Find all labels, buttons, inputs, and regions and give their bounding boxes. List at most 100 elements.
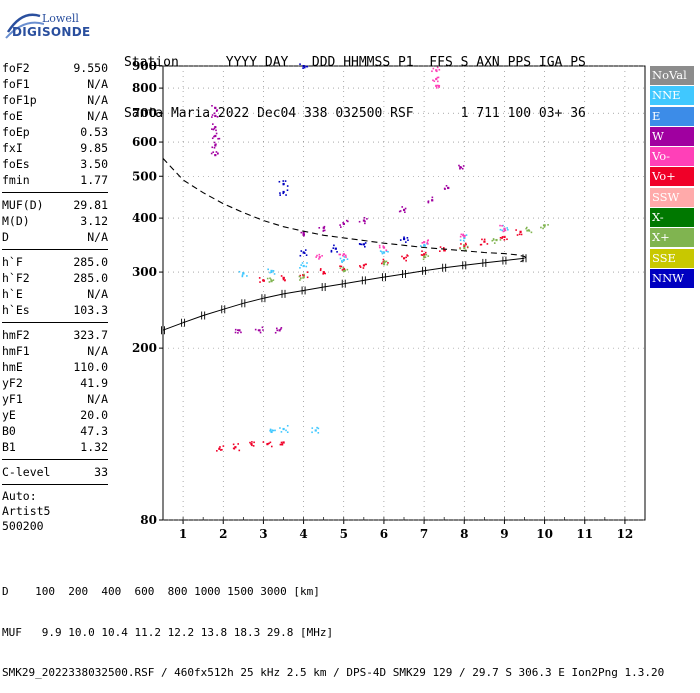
value-hhmmss: 032500 bbox=[335, 106, 383, 121]
data-point bbox=[272, 270, 275, 272]
data-point bbox=[364, 220, 366, 223]
data-point bbox=[269, 428, 272, 431]
data-point bbox=[299, 267, 301, 269]
data-point bbox=[437, 76, 440, 79]
polarization-legend: NoVal NNE E W Vo- Vo+ SSW X- X+ SSE NNW bbox=[650, 66, 694, 289]
data-point bbox=[282, 190, 285, 194]
data-point bbox=[540, 226, 542, 229]
data-point bbox=[359, 266, 362, 268]
data-point bbox=[238, 329, 241, 332]
data-point bbox=[399, 210, 402, 212]
data-point bbox=[321, 254, 323, 257]
param-value: 103.3 bbox=[73, 303, 108, 317]
data-point bbox=[237, 332, 239, 334]
data-point bbox=[366, 218, 368, 220]
param-name: h`F2 bbox=[2, 271, 30, 285]
data-point bbox=[427, 200, 430, 203]
y-tick-label: 500 bbox=[132, 169, 157, 183]
legend-item-nnw: NNW bbox=[650, 268, 694, 288]
data-point bbox=[270, 280, 273, 283]
data-point bbox=[270, 445, 273, 448]
value-ddd: 338 bbox=[304, 106, 328, 121]
data-point bbox=[465, 249, 467, 252]
data-point bbox=[406, 255, 409, 257]
param-name: h`F bbox=[2, 255, 23, 269]
param-value: 9.85 bbox=[80, 141, 108, 155]
data-point bbox=[272, 429, 275, 432]
data-point bbox=[316, 426, 318, 429]
data-point bbox=[330, 249, 333, 252]
data-point bbox=[462, 165, 465, 167]
data-point bbox=[432, 67, 435, 70]
data-point bbox=[528, 230, 531, 232]
data-point bbox=[212, 151, 215, 153]
data-point bbox=[525, 227, 527, 230]
data-point bbox=[381, 262, 383, 265]
data-point bbox=[436, 66, 439, 69]
data-point bbox=[344, 270, 346, 272]
data-point bbox=[363, 216, 366, 219]
data-point bbox=[323, 272, 325, 274]
data-point bbox=[362, 243, 366, 246]
data-point bbox=[525, 226, 528, 229]
data-point bbox=[284, 180, 287, 182]
data-point bbox=[462, 234, 464, 237]
data-point bbox=[504, 229, 507, 232]
data-point bbox=[464, 242, 467, 245]
data-point bbox=[306, 271, 309, 273]
data-point bbox=[403, 236, 405, 239]
data-point bbox=[252, 445, 255, 447]
x-tick-label: 11 bbox=[576, 527, 593, 541]
autoscale-info: Auto: bbox=[2, 489, 37, 503]
x-tick-label: 1 bbox=[179, 527, 187, 541]
data-point bbox=[347, 220, 349, 223]
data-point bbox=[322, 271, 325, 274]
data-point bbox=[424, 251, 427, 254]
data-point bbox=[437, 85, 440, 88]
data-point bbox=[232, 447, 235, 450]
x-tick-label: 2 bbox=[219, 527, 227, 541]
footer-muf-row: MUF 9.9 10.0 10.4 11.2 12.2 13.8 18.3 29… bbox=[2, 626, 664, 640]
data-point bbox=[215, 151, 218, 153]
data-point bbox=[340, 226, 342, 228]
data-point bbox=[507, 228, 509, 231]
data-point bbox=[339, 253, 342, 256]
data-point bbox=[232, 443, 235, 446]
data-point bbox=[280, 441, 283, 444]
data-point bbox=[213, 127, 216, 130]
data-point bbox=[426, 241, 429, 244]
data-point bbox=[279, 328, 282, 331]
data-point bbox=[262, 279, 264, 282]
data-point bbox=[240, 331, 242, 334]
x-tick-label: 10 bbox=[536, 527, 553, 541]
data-point bbox=[384, 261, 386, 263]
data-point bbox=[520, 233, 523, 236]
data-point bbox=[423, 256, 425, 258]
y-tick-label: 800 bbox=[132, 81, 157, 95]
data-point bbox=[251, 444, 253, 447]
data-point bbox=[501, 236, 504, 238]
param-name: foEp bbox=[2, 125, 30, 139]
value-p1: RSF bbox=[390, 106, 414, 121]
data-point bbox=[300, 277, 302, 280]
param-name: D bbox=[2, 230, 9, 244]
data-point bbox=[526, 229, 528, 232]
param-row: hmE 110.0 bbox=[2, 359, 108, 375]
data-point bbox=[303, 273, 305, 276]
data-point bbox=[210, 152, 213, 155]
data-point bbox=[266, 277, 269, 280]
x-tick-label: 4 bbox=[299, 527, 307, 541]
data-point bbox=[343, 256, 346, 258]
data-point bbox=[501, 237, 503, 239]
param-row: D N/A bbox=[2, 229, 108, 245]
y-tick-label: 300 bbox=[132, 265, 157, 279]
value-year: 2022 bbox=[217, 106, 250, 121]
data-point bbox=[250, 442, 253, 446]
param-value: 3.50 bbox=[80, 157, 108, 171]
data-point bbox=[211, 137, 214, 140]
data-point bbox=[503, 229, 506, 232]
data-point bbox=[364, 242, 367, 244]
data-point bbox=[382, 251, 386, 254]
data-point bbox=[286, 424, 289, 427]
param-value: N/A bbox=[87, 109, 108, 123]
